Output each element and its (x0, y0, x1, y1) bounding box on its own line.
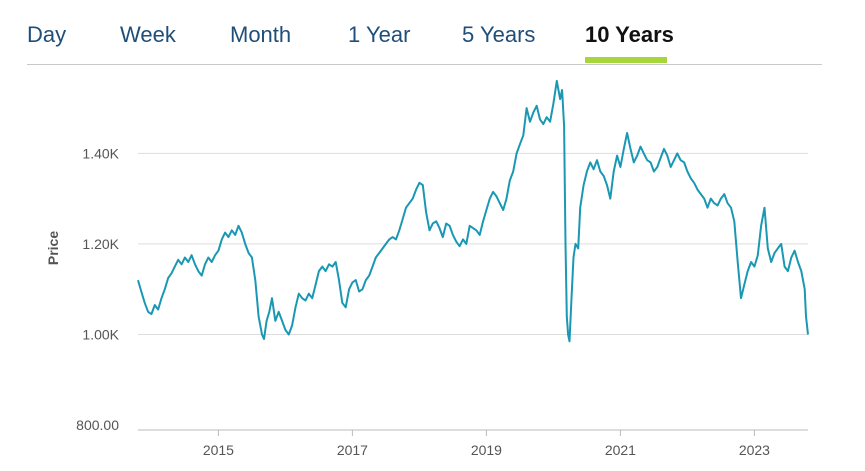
series-layer (137, 79, 809, 343)
y-tick-label: 1.40K (82, 145, 119, 161)
tab-week[interactable]: Week (120, 22, 176, 47)
x-tick-label: 2017 (337, 442, 368, 458)
y-axis-title: Price (45, 231, 61, 265)
x-tick-label: 2021 (605, 442, 636, 458)
x-tick-label: 2023 (739, 442, 770, 458)
x-tick-label: 2015 (203, 442, 234, 458)
y-tick-label: 800.00 (76, 417, 119, 433)
axis-labels: 800.00 1.00K 1.20K 1.40K 2015 2017 2019 2021 202… (76, 145, 770, 458)
tab-1-year[interactable]: 1 Year (348, 22, 411, 47)
tab-5-years[interactable]: 5 Years (462, 22, 536, 47)
tabs-divider (27, 64, 822, 65)
tab-month[interactable]: Month (230, 22, 292, 47)
active-tab-indicator (585, 57, 667, 63)
tab-day[interactable]: Day (27, 22, 67, 47)
price-series-line (137, 79, 809, 343)
x-tick-label: 2019 (471, 442, 502, 458)
gridlines (138, 152, 808, 436)
y-tick-label: 1.20K (82, 236, 119, 252)
tab-10-years[interactable]: 10 Years (585, 22, 674, 47)
y-tick-label: 1.00K (82, 326, 119, 342)
